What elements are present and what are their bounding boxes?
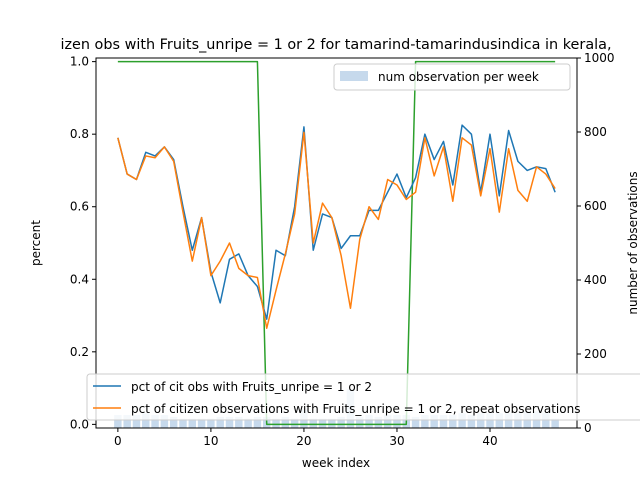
x-tick-label-0: 0: [114, 434, 122, 448]
bar-36: [449, 415, 457, 428]
bar-17: [272, 418, 280, 428]
series-line-1: [117, 131, 556, 329]
bar-26: [356, 416, 364, 428]
y-axis-right: 0 200 400 600 800 1000: [577, 51, 615, 435]
legend-upper: num observation per week: [333, 63, 571, 91]
bar-24: [337, 416, 345, 428]
y-tick-label-0.4: 0.4: [70, 272, 89, 286]
bar-39: [476, 413, 485, 428]
legend-upper-frame: [333, 63, 571, 91]
y2-tick-label-800: 800: [584, 125, 607, 139]
bar-3: [142, 413, 150, 428]
bar-28: [374, 416, 383, 428]
bar-2: [132, 415, 141, 428]
bar-12: [225, 416, 234, 428]
y-axis-label: percent: [29, 220, 43, 266]
bar-43: [514, 413, 522, 428]
bar-38: [467, 415, 476, 428]
bar-46: [542, 413, 550, 428]
bar-0: [114, 415, 122, 428]
bar-41: [495, 413, 504, 428]
y2-tick-label-0: 0: [584, 421, 592, 435]
legend-bar-swatch: [340, 71, 368, 81]
y-tick-label-0.6: 0.6: [70, 200, 89, 214]
bar-47: [551, 418, 559, 428]
bar-32: [411, 416, 420, 428]
bar-14: [244, 418, 252, 428]
y2-tick-label-200: 200: [584, 347, 607, 361]
legend-lower: pct of cit obs with Fruits_unripe = 1 or…: [86, 373, 640, 421]
bar-7: [179, 418, 187, 428]
bar-9: [197, 418, 206, 428]
y-tick-label-0.8: 0.8: [70, 127, 89, 141]
bar-23: [328, 418, 336, 428]
legend-blue-label: pct of cit obs with Fruits_unripe = 1 or…: [131, 380, 372, 394]
bar-10: [207, 418, 215, 428]
bar-19: [290, 418, 299, 428]
bar-4: [151, 415, 159, 428]
bar-13: [235, 416, 243, 428]
bar-29: [383, 415, 392, 428]
x-tick-label-40: 40: [482, 434, 497, 448]
y-tick-label-0.0: 0.0: [70, 417, 89, 431]
y2-axis-label: number of observations: [626, 171, 640, 314]
x-tick-label-10: 10: [203, 434, 218, 448]
bar-22: [318, 418, 327, 428]
bar-34: [430, 415, 438, 428]
x-tick-label-20: 20: [296, 434, 311, 448]
x-tick-label-30: 30: [389, 434, 404, 448]
line-series: [117, 60, 556, 426]
y2-tick-label-1000: 1000: [584, 51, 615, 65]
y-axis-left: 0.0 0.2 0.4 0.6 0.8 1.0: [70, 55, 96, 431]
bar-42: [504, 413, 513, 428]
bar-6: [169, 416, 178, 428]
x-axis: 0 10 20 30 40: [114, 428, 498, 448]
bar-33: [421, 415, 429, 428]
bar-21: [309, 418, 317, 428]
bar-5: [160, 415, 169, 428]
legend-orange-label: pct of citizen observations with Fruits_…: [131, 402, 580, 416]
y2-tick-label-400: 400: [584, 273, 607, 287]
bar-27: [365, 415, 373, 428]
chart-title: izen obs with Fruits_unripe = 1 or 2 for…: [60, 37, 611, 53]
plot-frame: [95, 57, 578, 429]
y-tick-label-0.2: 0.2: [70, 345, 89, 359]
bar-35: [439, 415, 448, 428]
y2-tick-label-600: 600: [584, 199, 607, 213]
bar-30: [393, 415, 401, 428]
series-line-2: [117, 60, 556, 426]
y-tick-label-1.0: 1.0: [70, 55, 89, 69]
bar-11: [216, 416, 224, 428]
bar-1: [123, 415, 131, 428]
bar-18: [281, 416, 290, 428]
legend-lower-frame: [86, 373, 640, 421]
x-axis-label: week index: [302, 456, 370, 470]
legend-bars-label: num observation per week: [378, 70, 539, 84]
bar-8: [188, 418, 197, 428]
bar-15: [253, 416, 262, 428]
bar-40: [486, 413, 494, 428]
series-line-0: [117, 124, 556, 320]
bar-37: [458, 413, 466, 428]
